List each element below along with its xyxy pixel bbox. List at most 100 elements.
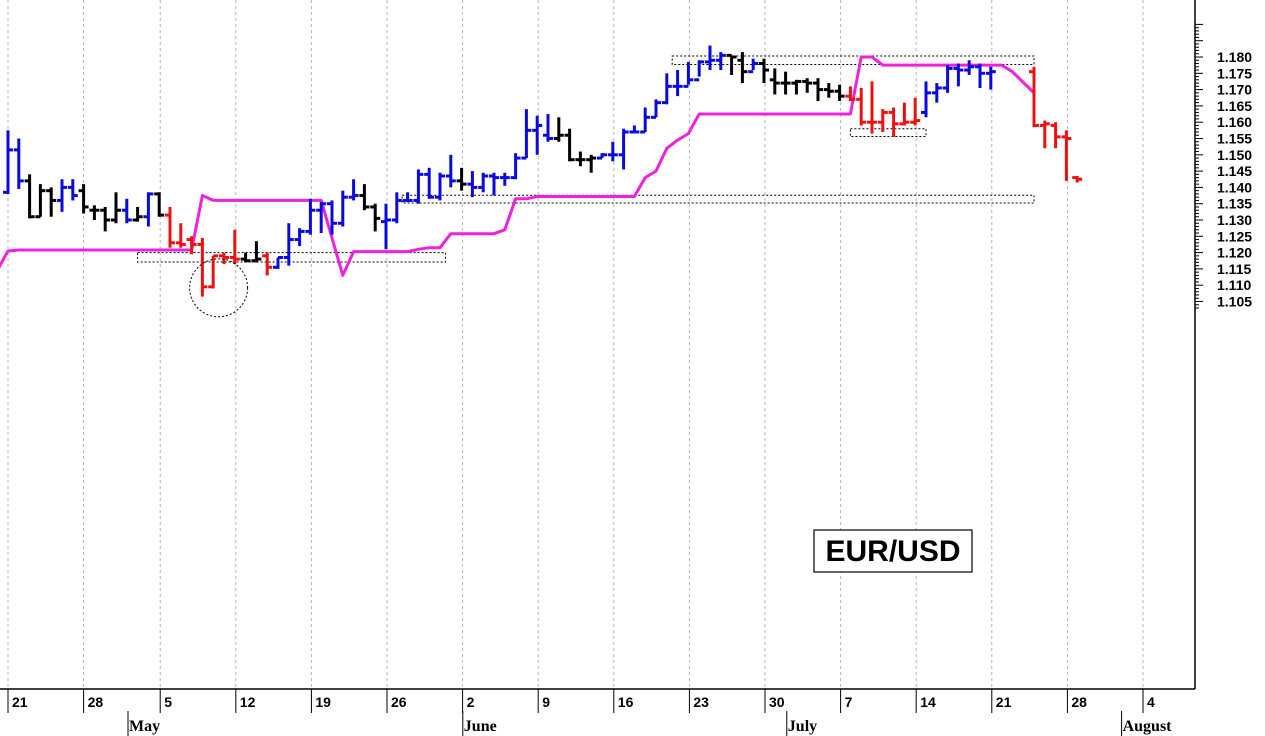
ohlc-bar-59: [640, 107, 651, 134]
y-tick-label-2: 1.115: [1217, 261, 1251, 277]
ohlc-bar-40: [435, 172, 445, 201]
grid-lines: [7, 0, 1144, 689]
ohlc-bar-6: [67, 179, 78, 201]
ohlc-bar-75: [813, 78, 823, 102]
y-tick-label-1: 1.110: [1217, 277, 1251, 293]
ohlc-bar-73: [791, 79, 802, 95]
y-axis-ticks: 1.1051.1101.1151.1201.1251.1301.1351.140…: [1195, 23, 1252, 310]
annotation-box-1: [137, 252, 446, 263]
ohlc-bar-70: [759, 58, 769, 84]
x-day-label-13: 21: [996, 694, 1012, 710]
y-tick-label-8: 1.145: [1217, 163, 1252, 179]
ohlc-bar-18: [197, 237, 208, 297]
ohlc-bar-94: [1050, 122, 1061, 149]
ohlc-bar-56: [607, 141, 618, 162]
ohlc-bar-0: [3, 130, 13, 194]
x-day-label-14: 28: [1071, 694, 1087, 710]
ohlc-bar-58: [629, 125, 640, 134]
ohlc-bar-95: [1061, 130, 1072, 181]
x-month-label-1: June: [464, 718, 497, 735]
ohlc-bar-1: [13, 138, 24, 190]
ohlc-bar-34: [370, 203, 381, 232]
ohlc-bar-55: [597, 153, 607, 160]
annotation-box-3: [849, 128, 927, 138]
y-tick-label-0: 1.105: [1217, 294, 1252, 310]
ohlc-bar-66: [715, 52, 726, 71]
ohlc-bar-49: [532, 115, 543, 155]
ohlc-bar-60: [651, 99, 661, 119]
magenta-trend-line: [0, 55, 1036, 277]
ohlc-bar-22: [240, 252, 251, 263]
ohlc-bar-82: [888, 107, 899, 137]
ohlc-bar-67: [726, 53, 737, 75]
y-tick-label-3: 1.120: [1217, 245, 1252, 261]
ohlc-bar-88: [953, 63, 964, 87]
title-frame: [813, 529, 973, 573]
x-day-label-6: 2: [467, 694, 475, 710]
ohlc-bar-46: [499, 172, 510, 186]
x-day-label-10: 30: [769, 694, 785, 710]
x-day-label-5: 26: [391, 694, 407, 710]
ohlc-bar-8: [89, 205, 100, 220]
x-day-label-3: 12: [240, 694, 256, 710]
y-tick-label-11: 1.160: [1217, 114, 1252, 130]
y-tick-label-10: 1.155: [1217, 131, 1252, 147]
ohlc-bar-28: [305, 198, 316, 235]
x-day-label-1: 28: [88, 694, 104, 710]
ohlc-bar-50: [543, 114, 553, 142]
ohlc-bar-37: [402, 192, 413, 203]
annotation-boxes: [137, 55, 1035, 263]
ohlc-bar-36: [391, 192, 402, 224]
ohlc-bar-78: [845, 86, 856, 102]
ohlc-bar-87: [942, 65, 953, 93]
ohlc-bar-80: [867, 81, 877, 134]
ohlc-bar-91: [985, 66, 996, 90]
ohlc-bar-42: [456, 167, 467, 191]
ohlc-bar-61: [661, 73, 672, 105]
x-day-label-2: 5: [164, 694, 172, 710]
annotation-box-0: [671, 55, 1035, 65]
ohlc-bar-89: [964, 60, 975, 75]
ohlc-bar-48: [521, 109, 532, 160]
ohlc-bar-74: [802, 78, 813, 93]
ohlc-bar-86: [931, 83, 942, 103]
ohlc-bar-25: [273, 255, 283, 269]
ohlc-bar-39: [424, 167, 435, 199]
ohlc-bar-31: [337, 190, 348, 227]
ohlc-bar-12: [132, 206, 143, 222]
ohlc-bar-19: [208, 254, 219, 289]
x-day-label-15: 4: [1147, 694, 1155, 710]
ohlc-bar-7: [78, 184, 89, 214]
x-day-label-4: 19: [315, 694, 331, 710]
y-tick-label-6: 1.135: [1217, 196, 1252, 212]
ohlc-bar-71: [769, 68, 780, 95]
ohlc-bar-79: [856, 87, 867, 126]
x-day-label-7: 9: [542, 694, 550, 710]
ohlc-bar-2: [24, 174, 35, 219]
ohlc-bar-27: [294, 228, 305, 247]
x-month-label-3: August: [1123, 718, 1173, 735]
ohlc-bar-43: [467, 171, 478, 198]
ohlc-bar-54: [586, 154, 597, 173]
ohlc-bar-10: [111, 192, 121, 224]
ohlc-bar-11: [121, 198, 132, 224]
ohlc-bar-90: [975, 63, 985, 88]
x-day-label-11: 7: [845, 694, 853, 710]
ohlc-bar-38: [413, 169, 424, 204]
x-axis-ticks: 21 28 5 12 19 26 2 9 16 23 30 7 14 21 28 4 May June July Au…: [7, 689, 1173, 736]
x-month-label-2: July: [788, 718, 817, 735]
ohlc-bars: [3, 45, 1083, 297]
ohlc-bar-41: [445, 154, 456, 188]
y-tick-label-4: 1.125: [1217, 228, 1252, 244]
ohlc-bar-96: [1072, 175, 1083, 183]
ohlc-bar-29: [316, 202, 327, 234]
ohlc-bar-77: [834, 84, 845, 102]
y-tick-label-9: 1.150: [1217, 147, 1252, 163]
ohlc-bar-57: [618, 128, 629, 170]
ohlc-bar-85: [921, 81, 931, 118]
chart-title: EUR/USD: [825, 535, 960, 568]
ohlc-bar-24: [262, 252, 273, 276]
x-day-label-9: 23: [693, 694, 709, 710]
ohlc-bar-16: [175, 223, 186, 248]
